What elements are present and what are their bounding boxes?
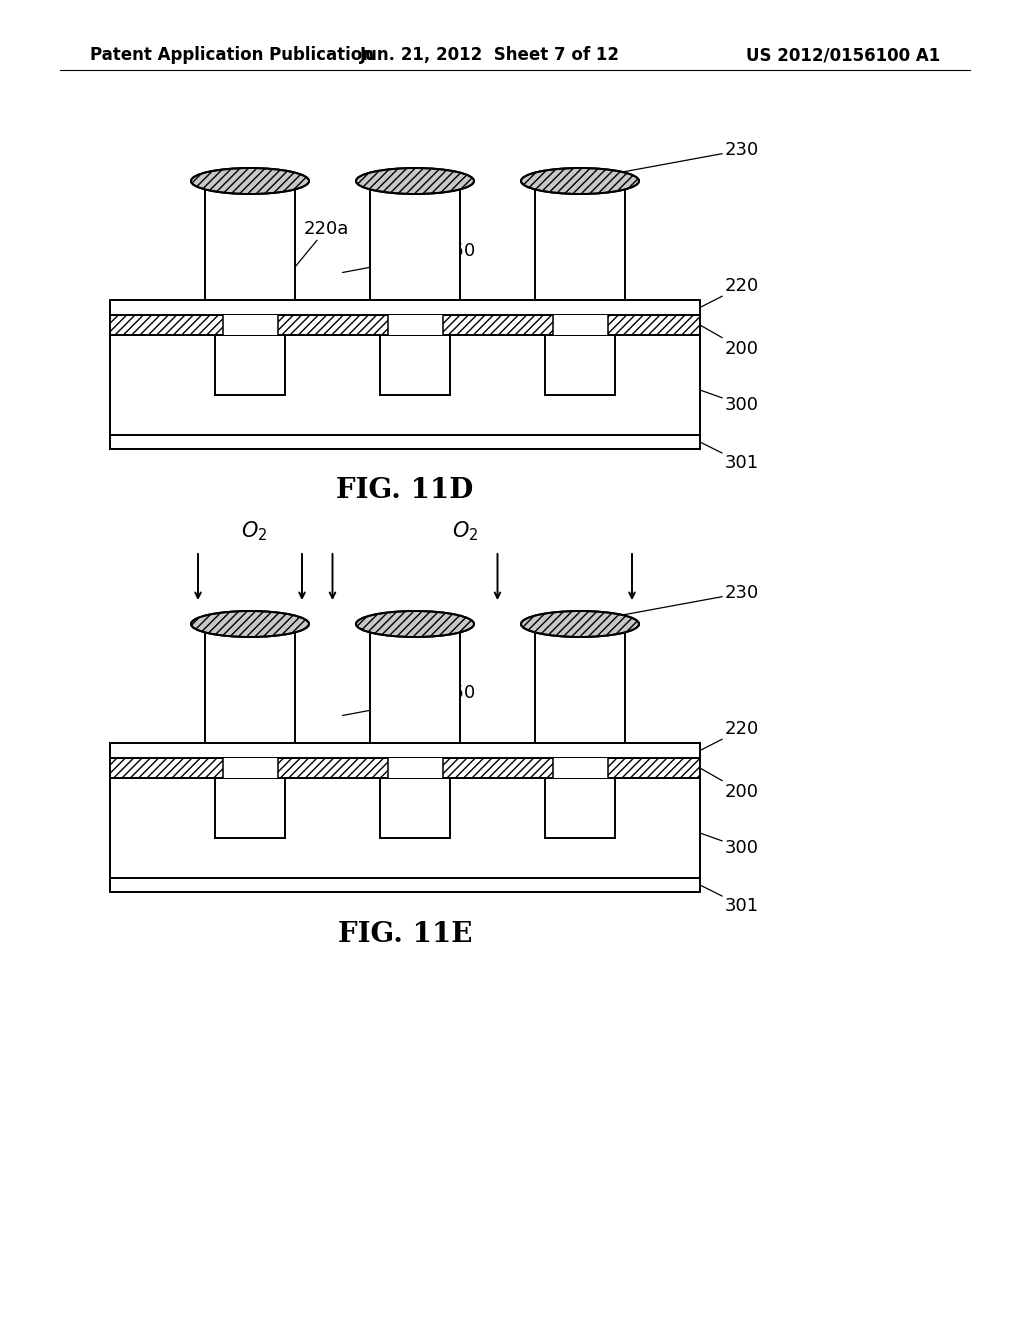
Bar <box>205 190 295 300</box>
Ellipse shape <box>191 611 309 638</box>
Bar <box>215 335 285 395</box>
Bar <box>387 758 442 777</box>
Text: 220: 220 <box>700 277 759 308</box>
Bar <box>380 777 450 838</box>
Bar <box>110 758 700 777</box>
Text: 200: 200 <box>700 325 759 358</box>
Text: 301: 301 <box>700 442 759 473</box>
Bar <box>535 634 625 743</box>
Text: 200: 200 <box>700 768 759 801</box>
Ellipse shape <box>356 168 474 194</box>
Bar <box>222 315 278 335</box>
Bar <box>110 315 700 335</box>
Text: 220a: 220a <box>295 219 349 267</box>
Text: $O_2$: $O_2$ <box>452 519 478 543</box>
Bar <box>387 315 442 335</box>
Text: Patent Application Publication: Patent Application Publication <box>90 46 374 63</box>
Bar <box>215 777 285 838</box>
Text: 220: 220 <box>700 719 759 751</box>
Bar <box>110 777 700 878</box>
Ellipse shape <box>521 168 639 194</box>
Text: $O_2$: $O_2$ <box>241 519 267 543</box>
Bar <box>545 777 615 838</box>
Text: US 2012/0156100 A1: US 2012/0156100 A1 <box>745 46 940 63</box>
Bar <box>370 634 460 743</box>
Text: 230: 230 <box>616 583 759 616</box>
Bar <box>545 335 615 395</box>
Ellipse shape <box>521 611 639 638</box>
Bar <box>110 335 700 436</box>
Text: FIG. 11E: FIG. 11E <box>338 920 472 948</box>
Text: 300: 300 <box>700 389 759 414</box>
Bar <box>110 743 700 758</box>
Text: 301: 301 <box>700 884 759 915</box>
Text: Jun. 21, 2012  Sheet 7 of 12: Jun. 21, 2012 Sheet 7 of 12 <box>360 46 620 63</box>
Bar <box>110 300 700 315</box>
Bar <box>380 335 450 395</box>
Bar <box>222 758 278 777</box>
Text: 300: 300 <box>700 833 759 857</box>
Ellipse shape <box>191 168 309 194</box>
Text: 230: 230 <box>616 141 759 173</box>
Bar <box>110 878 700 892</box>
Bar <box>553 758 607 777</box>
Bar <box>370 190 460 300</box>
Bar <box>553 315 607 335</box>
Bar <box>110 436 700 449</box>
Bar <box>205 634 295 743</box>
Ellipse shape <box>356 611 474 638</box>
Text: 250: 250 <box>342 685 476 715</box>
Text: FIG. 11D: FIG. 11D <box>336 478 474 504</box>
Text: 250: 250 <box>342 242 476 272</box>
Bar <box>535 190 625 300</box>
